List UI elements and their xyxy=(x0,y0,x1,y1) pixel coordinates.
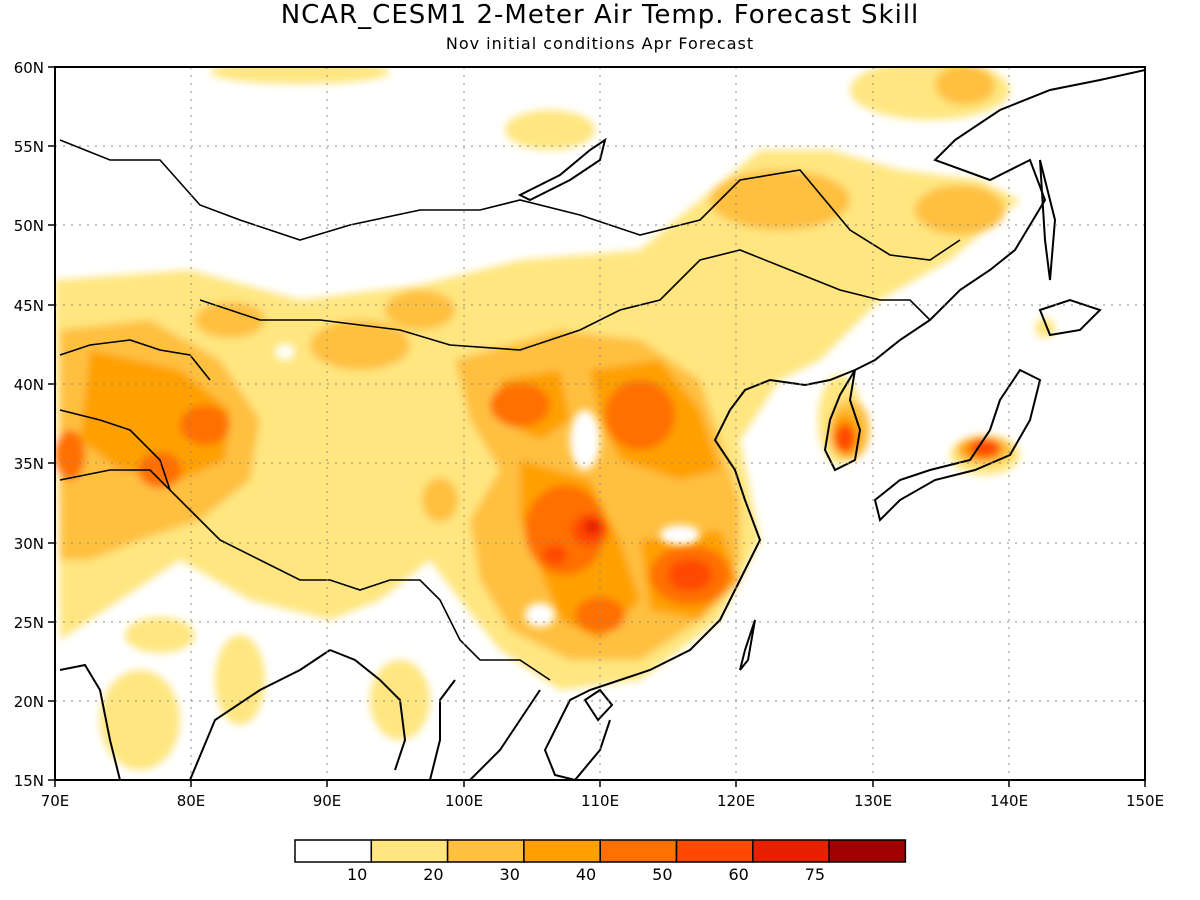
lat-tick-label: 50N xyxy=(14,217,44,235)
lon-tick-label: 150E xyxy=(1126,792,1164,810)
skill-shading xyxy=(55,67,1055,770)
colorbar-label: 40 xyxy=(576,865,596,884)
lat-tick-label: 25N xyxy=(14,614,44,632)
colorbar-swatch xyxy=(294,839,373,863)
colorbar-swatch xyxy=(752,839,830,863)
lon-tick-label: 140E xyxy=(990,792,1028,810)
lon-tick-label: 110E xyxy=(581,792,619,810)
lat-tick-label: 45N xyxy=(14,297,44,315)
colorbar-label: 10 xyxy=(347,865,367,884)
colorbar-label: 30 xyxy=(500,865,520,884)
lat-tick-label: 15N xyxy=(14,772,44,790)
lon-tick-label: 90E xyxy=(313,792,342,810)
lat-tick-label: 20N xyxy=(14,693,44,711)
colorbar-label: 75 xyxy=(805,865,825,884)
colorbar-label: 60 xyxy=(728,865,748,884)
map-title: NCAR_CESM1 2-Meter Air Temp. Forecast Sk… xyxy=(280,0,920,30)
lat-tick-label: 30N xyxy=(14,535,44,553)
lon-tick-label: 120E xyxy=(717,792,755,810)
lon-tick-label: 80E xyxy=(177,792,206,810)
lat-tick-label: 35N xyxy=(14,455,44,473)
colorbar-label: 50 xyxy=(652,865,672,884)
map-subtitle: Nov initial conditions Apr Forecast xyxy=(445,34,755,53)
lon-tick-label: 130E xyxy=(854,792,892,810)
lon-tick-label: 100E xyxy=(445,792,483,810)
colorbar-swatch xyxy=(675,839,754,863)
lat-tick-label: 40N xyxy=(14,376,44,394)
colorbar-swatch xyxy=(370,839,449,863)
colorbar-swatch xyxy=(446,839,525,863)
colorbar-swatch xyxy=(599,839,678,863)
lat-tick-label: 60N xyxy=(14,59,44,77)
colorbar-label: 20 xyxy=(423,865,443,884)
colorbar-swatch xyxy=(523,839,601,863)
gridlines xyxy=(55,67,1145,780)
lat-tick-label: 55N xyxy=(14,138,44,156)
colorbar: 10 20 30 40 50 60 75 xyxy=(294,839,907,884)
lon-tick-label: 70E xyxy=(41,792,70,810)
colorbar-swatch xyxy=(828,839,907,863)
tick-marks xyxy=(48,66,1146,787)
